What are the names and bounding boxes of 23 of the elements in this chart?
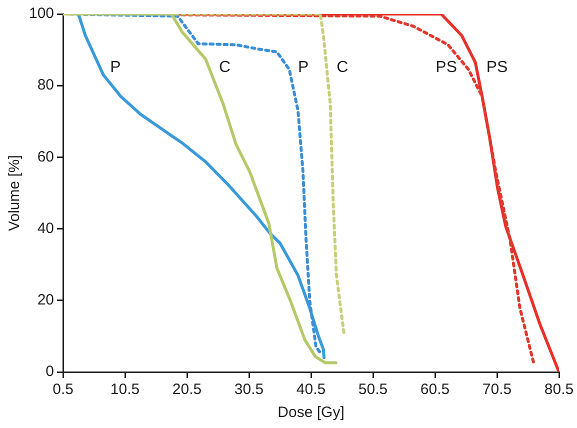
series-label: PS [436, 59, 457, 76]
x-tick-label: 60.5 [420, 381, 450, 398]
y-tick-label: 20 [37, 292, 54, 309]
x-tick-label: 20.5 [172, 381, 202, 398]
series-label: C [218, 59, 231, 76]
y-tick-label: 60 [37, 148, 54, 166]
series-label: PS [486, 59, 508, 76]
y-tick-label: 100 [28, 5, 54, 22]
series-label: C [336, 59, 348, 76]
x-tick-label: 10.5 [110, 381, 140, 398]
x-tick-label: 30.5 [234, 381, 264, 398]
x-tick-label: 0.5 [52, 381, 74, 398]
y-tick-label: 80 [37, 76, 54, 94]
x-tick-label: 40.5 [296, 381, 326, 398]
x-axis-title: Dose [Gy] [278, 404, 344, 422]
x-tick-label: 80.5 [544, 381, 574, 398]
y-axis-title: Volume [%] [6, 155, 24, 231]
y-tick-label: 0 [46, 363, 54, 380]
series-label: P [298, 59, 309, 76]
y-tick-label: 40 [37, 220, 54, 237]
x-tick-label: 70.5 [482, 381, 512, 398]
series-label: P [110, 59, 121, 76]
x-tick-label: 50.5 [358, 381, 388, 398]
